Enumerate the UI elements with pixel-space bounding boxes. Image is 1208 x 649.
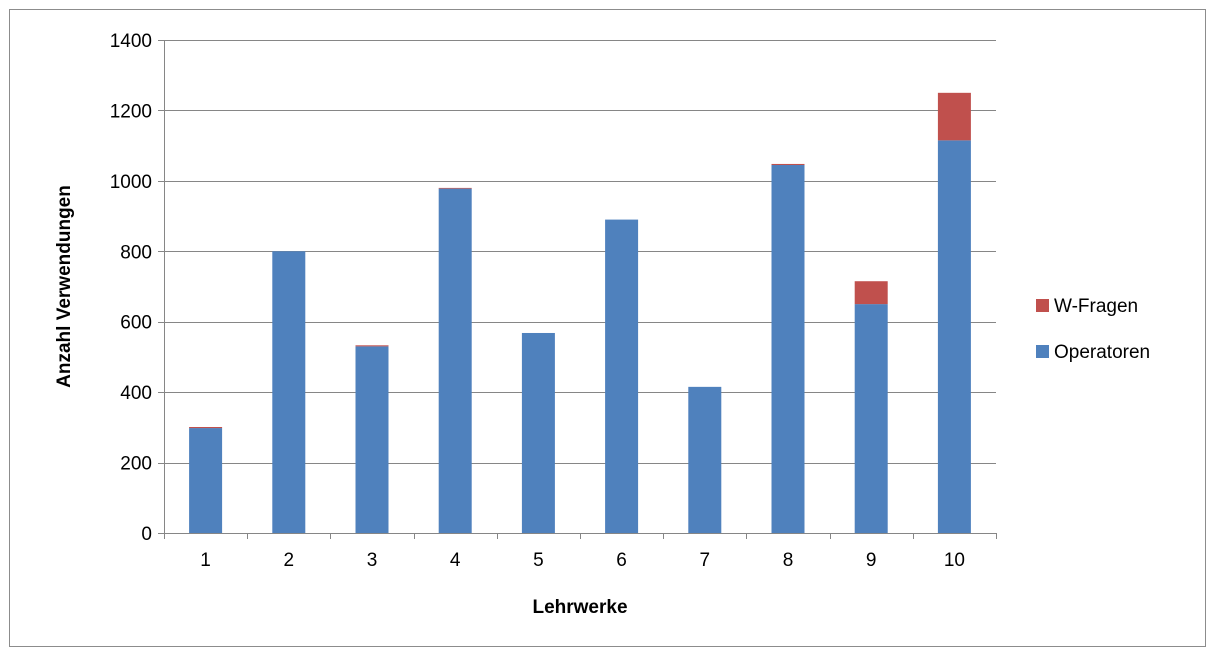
bar-w-fragen-1 [189,427,223,429]
x-tick-label-7: 7 [700,550,711,571]
y-tick-label-400: 400 [120,383,152,404]
bar-operatoren-2 [272,251,306,534]
bar-operatoren-1 [189,428,223,533]
y-tick-label-0: 0 [141,524,152,545]
y-tick-label-1200: 1200 [110,101,152,122]
legend-label-operatoren: Operatoren [1054,342,1150,363]
bar-operatoren-8 [771,165,805,533]
bar-operatoren-3 [355,346,389,533]
bar-w-fragen-4 [438,187,472,189]
bars [189,92,971,534]
bar-w-fragen-8 [771,163,805,166]
bar-operatoren-5 [521,332,555,533]
bar-operatoren-9 [854,304,888,533]
x-tick-label-1: 1 [200,550,211,571]
y-tick-label-800: 800 [120,242,152,263]
legend-label-w-fragen: W-Fragen [1054,296,1138,317]
x-tick-label-9: 9 [866,550,877,571]
y-tick-label-200: 200 [120,454,152,475]
bar-w-fragen-3 [355,345,389,347]
x-tick-label-5: 5 [533,550,544,571]
y-tick-label-600: 600 [120,313,152,334]
x-tick-label-10: 10 [944,550,965,571]
bar-operatoren-7 [688,386,722,533]
x-tick-label-3: 3 [367,550,378,571]
x-tick-label-2: 2 [284,550,295,571]
x-tick-label-6: 6 [616,550,627,571]
y-tick-labels: 0 200 400 600 800 1000 1200 1400 [110,31,152,545]
bar-w-fragen-9 [854,281,888,305]
y-tick-label-1000: 1000 [110,172,152,193]
y-tick-label-1400: 1400 [110,31,152,52]
bar-operatoren-10 [937,140,971,534]
legend-swatch-operatoren [1036,345,1049,358]
bar-operatoren-4 [438,188,472,533]
x-tick-label-4: 4 [450,550,461,571]
bar-w-fragen-10 [937,92,971,141]
axes [158,40,997,539]
x-tick-labels: 1 2 3 4 5 6 7 8 9 10 [200,550,965,571]
bar-operatoren-6 [605,219,639,533]
legend-swatch-w-fragen [1036,299,1049,312]
x-axis-title: Lehrwerke [532,597,627,618]
legend: W-Fragen Operatoren [1036,296,1150,363]
x-tick-label-8: 8 [783,550,794,571]
y-axis-title: Anzahl Verwendungen [54,185,75,388]
